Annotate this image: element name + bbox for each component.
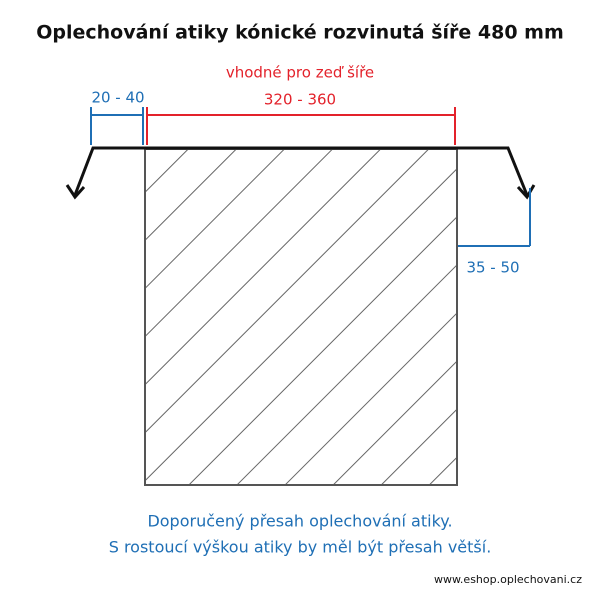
title: Oplechování atiky kónické rozvinutá šíře… bbox=[36, 22, 564, 44]
left-overhang: 20 - 40 bbox=[91, 89, 144, 107]
left-dimension bbox=[90, 107, 144, 145]
caption-line: Doporučený přesah oplechování atiky. bbox=[147, 512, 452, 531]
wall-width: 320 - 360 bbox=[264, 91, 336, 109]
website: www.eshop.oplechovani.cz bbox=[434, 573, 582, 586]
wall-dimension bbox=[146, 107, 456, 145]
flashing bbox=[65, 146, 536, 200]
wall bbox=[144, 148, 458, 486]
right-overhang: 35 - 50 bbox=[466, 259, 519, 277]
right-dimension bbox=[458, 188, 531, 247]
wall-label: vhodné pro zeď šíře bbox=[226, 64, 374, 82]
caption-line: S rostoucí výškou atiky by měl být přesa… bbox=[109, 538, 492, 557]
